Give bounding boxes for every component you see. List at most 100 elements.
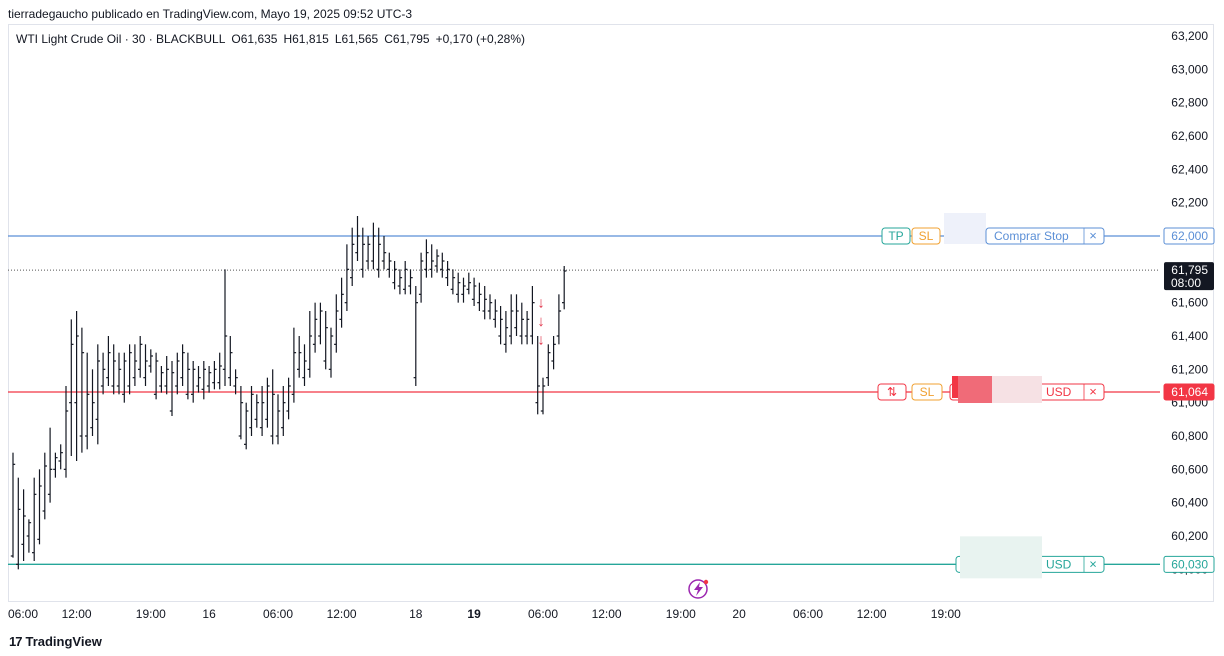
ohlc-bar (159, 366, 164, 393)
ohlc-bar (487, 294, 493, 320)
ohlc-bar (540, 377, 546, 415)
reverse-position-button-text: ⇅ (887, 385, 897, 399)
ohlc-bar (445, 261, 450, 286)
take-profit-close-button[interactable]: × (1089, 556, 1097, 571)
ohlc-bar (318, 302, 323, 345)
ohlc-bar (127, 344, 132, 395)
tradingview-footer[interactable]: 17 TradingView (9, 634, 102, 649)
ohlc-bar (530, 286, 535, 345)
ohlc-bar (270, 369, 275, 445)
ohlc-bar (339, 277, 344, 328)
ohlc-bar (387, 252, 392, 278)
ohlc-bar (111, 344, 116, 395)
ohlc-bar (424, 239, 429, 278)
x-tick-label: 12:00 (857, 607, 887, 621)
x-tick-label: 06:00 (528, 607, 558, 621)
ohlc-bar (403, 261, 408, 295)
last-price-value: 61,795 (1171, 263, 1208, 277)
lightning-event-icon[interactable] (688, 579, 709, 599)
y-tick-label: 63,000 (1171, 62, 1208, 76)
ohlc-bar (222, 269, 228, 386)
ohlc-bar (138, 336, 143, 378)
y-tick-label: 61,200 (1171, 362, 1208, 376)
ohlc-bar (47, 427, 53, 503)
y-tick-label: 60,200 (1171, 529, 1208, 543)
buy-stop-tp-button[interactable]: TP (881, 227, 911, 245)
ohlc-bar (429, 244, 434, 278)
ohlc-bar (233, 369, 238, 395)
position-sl-button-text: SL (920, 385, 935, 399)
ohlc-bar (10, 452, 16, 558)
buy-stop-sl-button[interactable]: SL (911, 227, 941, 245)
ohlc-bar (42, 452, 47, 520)
buy-stop-sl-button-text: SL (919, 229, 934, 243)
ohlc-bar (376, 227, 381, 278)
x-tick-label: 16 (202, 607, 216, 621)
take-profit-price-label-bg (1163, 555, 1215, 573)
ohlc-bar (381, 236, 387, 270)
x-tick-label: 20 (732, 607, 746, 621)
y-tick-label: 60,800 (1171, 429, 1208, 443)
position-sl-button-box (911, 383, 943, 401)
ohlc-bar (143, 344, 148, 386)
ohlc-bar (535, 336, 540, 415)
ohlc-bar (95, 344, 100, 445)
buy-stop-tp-button-text: TP (888, 229, 903, 243)
ohlc-bar (297, 336, 302, 378)
ohlc-bar (106, 336, 111, 386)
position-close-button[interactable]: × (1089, 384, 1097, 399)
ohlc-bar (440, 252, 445, 278)
ohlc-bar (498, 306, 503, 345)
x-tick-label: 12:00 (327, 607, 357, 621)
ohlc-bar (291, 327, 297, 403)
ohlc-bar (100, 352, 106, 395)
ohlc-bar (312, 302, 318, 353)
tradingview-brand: TradingView (25, 634, 102, 649)
ohlc-bar (259, 386, 265, 436)
ohlc-bar (212, 361, 217, 390)
ohlc-bar (196, 366, 201, 393)
position-price-label: 61,064 (1163, 383, 1215, 401)
x-tick-label: 12:00 (62, 607, 92, 621)
ohlc-bar (450, 269, 456, 295)
ohlc-bar (58, 444, 63, 470)
publisher-line: tierradegaucho publicado en TradingView.… (8, 7, 413, 21)
buy-stop-close-button[interactable]: × (1089, 228, 1097, 243)
buy-stop-price-label-bg (1163, 227, 1215, 245)
ohlc-bar (122, 352, 127, 403)
position-sl-button[interactable]: SL (911, 383, 943, 401)
ohlc-bar (16, 477, 21, 570)
ohlc-bar (63, 386, 69, 478)
ohlc-bar (244, 402, 249, 450)
y-tick-label: 60,600 (1171, 462, 1208, 476)
ohlc-bar (456, 272, 461, 303)
ohlc-bar (482, 286, 487, 320)
ohlc-bar (562, 266, 567, 310)
reverse-position-button[interactable]: ⇅ (877, 383, 907, 401)
x-tick-label: 19:00 (136, 607, 166, 621)
blurred-pnl-bar (952, 376, 960, 398)
ohlc-bar (307, 311, 312, 378)
ohlc-bar (434, 249, 440, 273)
ohlc-bar (238, 386, 244, 440)
y-tick-label: 62,400 (1171, 162, 1208, 176)
ohlc-bar (328, 327, 334, 378)
tradingview-logo-icon: 17 (9, 634, 23, 649)
blurred-pnl-strong (958, 376, 992, 403)
y-tick-label: 63,200 (1171, 29, 1208, 43)
ohlc-bar (132, 344, 138, 386)
ohlc-bar (509, 294, 514, 345)
x-tick-label: 06:00 (793, 607, 823, 621)
y-tick-label: 62,600 (1171, 129, 1208, 143)
ohlc-bar (79, 327, 85, 453)
ohlc-bar (350, 227, 355, 286)
blurred-quantity-box (944, 213, 986, 244)
x-tick-label: 19:00 (931, 607, 961, 621)
ohlc-bar (74, 311, 79, 461)
ohlc-bar (249, 386, 254, 436)
ohlc-bar (477, 282, 482, 311)
position-price-label-text: 61,064 (1171, 385, 1208, 399)
ohlc-bar (164, 356, 169, 395)
